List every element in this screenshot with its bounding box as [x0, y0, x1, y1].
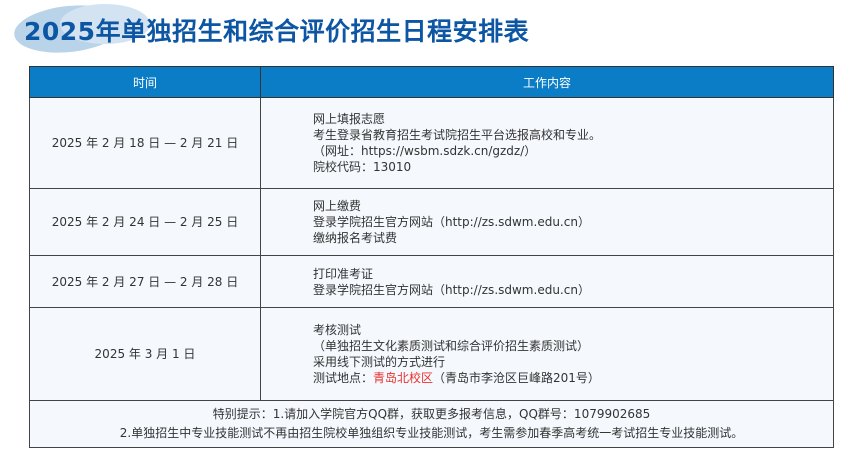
- table-row: 2025 年 3 月 1 日 考核测试 （单独招生文化素质测试和综合评价招生素质…: [29, 307, 834, 401]
- row-content: 网上填报志愿 考生登录省教育招生考试院招生平台选报高校和专业。 （网址：http…: [260, 97, 834, 189]
- location-label: 测试地点：: [313, 371, 374, 385]
- content-line: 登录学院招生官方网站（http://zs.sdwm.edu.cn）: [313, 282, 590, 297]
- row-time: 2025 年 3 月 1 日: [29, 307, 261, 401]
- test-location: 测试地点：青岛北校区（青岛市李沧区巨峰路201号）: [313, 370, 832, 386]
- row-content: 网上缴费 登录学院招生官方网站（http://zs.sdwm.edu.cn） 缴…: [260, 188, 834, 256]
- schedule-table: 时间 工作内容 2025 年 2 月 18 日 — 2 月 21 日 网上填报志…: [29, 66, 834, 448]
- content-line: 打印准考证: [313, 266, 374, 281]
- table-row: 2025 年 2 月 24 日 — 2 月 25 日 网上缴费 登录学院招生官方…: [29, 188, 834, 256]
- content-line: 网上缴费: [313, 199, 362, 213]
- row-content: 打印准考证 登录学院招生官方网站（http://zs.sdwm.edu.cn）: [260, 255, 834, 308]
- row-time: 2025 年 2 月 18 日 — 2 月 21 日: [29, 97, 261, 189]
- header-content: 工作内容: [260, 66, 834, 98]
- note-line: 特别提示：1.请加入学院官方QQ群，获取更多报考信息，QQ群号：10799026…: [212, 407, 651, 421]
- content-line: 缴纳报名考试费: [313, 231, 398, 245]
- content-line: （网址：https://wsbm.sdzk.cn/gzdz/）: [313, 144, 537, 158]
- content-line: 考核测试: [313, 323, 362, 337]
- table-row: 2025 年 2 月 18 日 — 2 月 21 日 网上填报志愿 考生登录省教…: [29, 97, 834, 189]
- table-header: 时间 工作内容: [29, 66, 834, 98]
- row-content: 考核测试 （单独招生文化素质测试和综合评价招生素质测试） 采用线下测试的方式进行…: [260, 307, 834, 401]
- note-line: 2.单独招生中专业技能测试不再由招生院校单独组织专业技能测试，考生需参加春季高考…: [119, 426, 744, 440]
- content-line: 网上填报志愿: [313, 112, 386, 126]
- location-highlight: 青岛北校区: [373, 371, 434, 385]
- table-row: 2025 年 2 月 27 日 — 2 月 28 日 打印准考证 登录学院招生官…: [29, 255, 834, 308]
- row-time: 2025 年 2 月 27 日 — 2 月 28 日: [29, 255, 261, 308]
- row-time: 2025 年 2 月 24 日 — 2 月 25 日: [29, 188, 261, 256]
- content-line: 采用线下测试的方式进行: [313, 355, 446, 369]
- location-detail: （青岛市李沧区巨峰路201号）: [433, 371, 600, 385]
- content-line: 登录学院招生官方网站（http://zs.sdwm.edu.cn）: [313, 215, 590, 229]
- content-line: 考生登录省教育招生考试院招生平台选报高校和专业。: [313, 128, 602, 142]
- title-decoration: [60, 4, 150, 44]
- content-line: 院校代码：13010: [313, 160, 412, 174]
- header-time: 时间: [29, 66, 261, 98]
- content-line: （单独招生文化素质测试和综合评价招生素质测试）: [313, 339, 590, 353]
- notes-row: 特别提示：1.请加入学院官方QQ群，获取更多报考信息，QQ群号：10799026…: [29, 400, 834, 448]
- notes: 特别提示：1.请加入学院官方QQ群，获取更多报考信息，QQ群号：10799026…: [29, 400, 834, 448]
- page-title: 2025年单独招生和综合评价招生日程安排表: [24, 17, 530, 46]
